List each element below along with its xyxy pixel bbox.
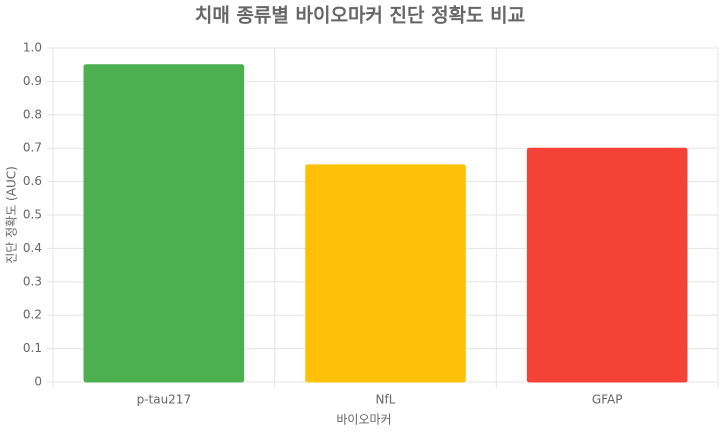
y-tick-label: 0.4 [23,241,42,255]
y-tick-label: 0.8 [23,107,42,121]
y-tick-label: 1.0 [23,41,42,55]
bar [83,64,245,383]
x-tick-label: GFAP [592,393,623,407]
chart-title: 치매 종류별 바이오마커 진단 정확도 비교 [195,4,525,27]
bar [526,147,688,383]
x-tick-label: NfL [376,393,396,407]
y-axis-title: 진단 정확도 (AUC) [5,166,19,264]
x-tick-label: p-tau217 [137,393,192,407]
y-tick-label: 0.5 [23,208,42,222]
bar [305,164,466,383]
y-tick-label: 0.2 [23,308,42,322]
y-tick-label: 0.1 [23,341,42,355]
y-tick-label: 0.3 [23,274,42,288]
y-tick-label: 0.7 [23,141,42,155]
x-axis-title: 바이오마커 [336,413,391,427]
y-tick-label: 0.9 [23,74,42,88]
y-tick-label: 0 [34,375,42,389]
y-tick-label: 0.6 [23,174,42,188]
